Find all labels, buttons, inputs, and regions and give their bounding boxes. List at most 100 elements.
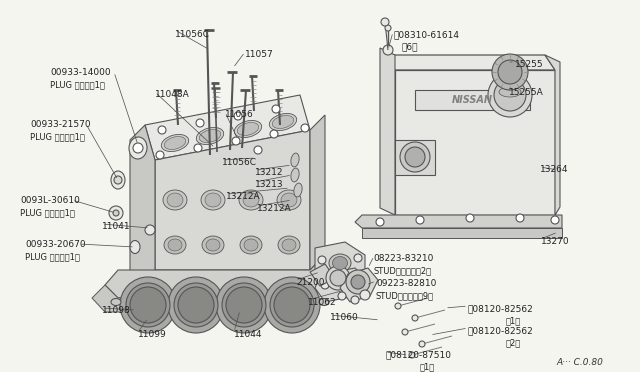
Circle shape xyxy=(216,277,272,333)
Polygon shape xyxy=(310,264,335,286)
Ellipse shape xyxy=(329,254,351,272)
Circle shape xyxy=(318,256,326,264)
Polygon shape xyxy=(315,268,365,302)
Ellipse shape xyxy=(239,190,263,210)
Circle shape xyxy=(109,206,123,220)
Text: 00933-21570: 00933-21570 xyxy=(30,120,91,129)
Text: 13212A: 13212A xyxy=(226,192,260,201)
Ellipse shape xyxy=(277,190,301,210)
Text: （6）: （6） xyxy=(402,42,419,51)
Circle shape xyxy=(301,124,309,132)
Ellipse shape xyxy=(111,298,121,305)
Circle shape xyxy=(168,277,224,333)
Circle shape xyxy=(133,143,143,153)
Circle shape xyxy=(466,214,474,222)
Circle shape xyxy=(145,225,155,235)
Ellipse shape xyxy=(164,236,186,254)
Ellipse shape xyxy=(282,239,296,251)
Polygon shape xyxy=(340,268,378,302)
Text: 21200: 21200 xyxy=(296,278,324,287)
Circle shape xyxy=(360,290,370,300)
Ellipse shape xyxy=(237,122,259,135)
Polygon shape xyxy=(92,285,310,312)
Ellipse shape xyxy=(164,137,186,150)
Text: Ⓒ08120-87510: Ⓒ08120-87510 xyxy=(385,350,451,359)
Text: 11056C: 11056C xyxy=(222,158,257,167)
Circle shape xyxy=(174,283,218,327)
Text: Ⓒ08120-82562: Ⓒ08120-82562 xyxy=(468,326,534,335)
Text: 13212: 13212 xyxy=(255,168,284,177)
Circle shape xyxy=(330,270,346,286)
Circle shape xyxy=(232,137,240,145)
Text: Ⓜ08310-61614: Ⓜ08310-61614 xyxy=(393,30,459,39)
Ellipse shape xyxy=(130,241,140,253)
Text: 11041: 11041 xyxy=(102,222,131,231)
Polygon shape xyxy=(105,255,325,298)
Text: 11062: 11062 xyxy=(308,298,337,307)
Circle shape xyxy=(402,329,408,335)
Circle shape xyxy=(354,254,362,262)
Ellipse shape xyxy=(161,134,189,151)
Ellipse shape xyxy=(291,168,299,182)
Polygon shape xyxy=(415,90,530,110)
Circle shape xyxy=(270,130,278,138)
Text: 11056C: 11056C xyxy=(175,30,210,39)
Text: 08223-83210: 08223-83210 xyxy=(373,254,433,263)
Text: 13264: 13264 xyxy=(540,165,568,174)
Text: 11060: 11060 xyxy=(330,313,359,322)
Text: 11098: 11098 xyxy=(102,306,131,315)
Ellipse shape xyxy=(159,298,169,305)
Circle shape xyxy=(395,303,401,309)
Ellipse shape xyxy=(129,137,147,159)
Ellipse shape xyxy=(333,257,348,269)
Circle shape xyxy=(254,146,262,154)
Circle shape xyxy=(494,79,526,111)
Ellipse shape xyxy=(281,193,297,207)
Polygon shape xyxy=(395,70,555,215)
Polygon shape xyxy=(395,140,435,175)
Circle shape xyxy=(326,266,350,290)
Ellipse shape xyxy=(244,239,258,251)
Circle shape xyxy=(351,296,359,304)
Circle shape xyxy=(222,283,266,327)
Circle shape xyxy=(226,287,262,323)
Circle shape xyxy=(126,283,170,327)
Ellipse shape xyxy=(499,87,521,97)
Circle shape xyxy=(412,315,418,321)
Circle shape xyxy=(381,18,389,26)
Ellipse shape xyxy=(240,236,262,254)
Text: PLUG ブラグ（1）: PLUG ブラグ（1） xyxy=(30,132,85,141)
Circle shape xyxy=(321,281,329,289)
Polygon shape xyxy=(130,125,155,285)
Circle shape xyxy=(400,142,430,172)
Circle shape xyxy=(346,270,370,294)
Circle shape xyxy=(551,216,559,224)
Circle shape xyxy=(351,275,365,289)
Text: 11044: 11044 xyxy=(234,330,262,339)
Circle shape xyxy=(274,287,310,323)
Circle shape xyxy=(114,176,122,184)
Ellipse shape xyxy=(278,236,300,254)
Ellipse shape xyxy=(175,298,185,305)
Ellipse shape xyxy=(129,305,143,315)
Polygon shape xyxy=(380,48,395,215)
Ellipse shape xyxy=(319,298,329,305)
Circle shape xyxy=(338,292,346,300)
Circle shape xyxy=(488,73,532,117)
Text: 00933-14000: 00933-14000 xyxy=(50,68,111,77)
Text: 00933-20670: 00933-20670 xyxy=(25,240,86,249)
Polygon shape xyxy=(315,242,365,285)
Circle shape xyxy=(405,147,425,167)
Text: 0093L-30610: 0093L-30610 xyxy=(20,196,80,205)
Text: 13213: 13213 xyxy=(255,180,284,189)
Text: STUDスタッド（2）: STUDスタッド（2） xyxy=(373,266,431,275)
Ellipse shape xyxy=(234,121,262,138)
Circle shape xyxy=(498,60,522,84)
Text: 15255A: 15255A xyxy=(509,88,544,97)
Polygon shape xyxy=(362,228,562,238)
Ellipse shape xyxy=(272,116,294,128)
Text: 13270: 13270 xyxy=(541,237,570,246)
Text: 09223-82810: 09223-82810 xyxy=(376,279,436,288)
Circle shape xyxy=(156,151,164,159)
Polygon shape xyxy=(545,55,560,215)
